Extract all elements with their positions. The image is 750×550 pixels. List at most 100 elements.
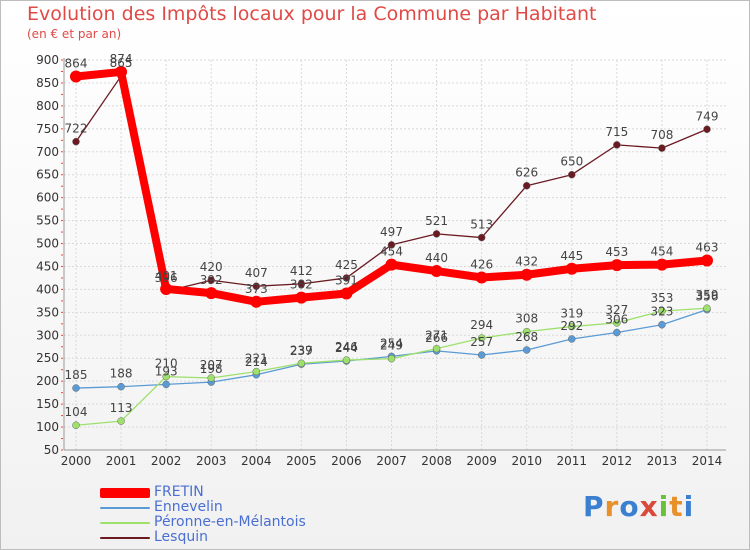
y-tick-label: 550 [36, 214, 59, 228]
x-tick-label: 2001 [106, 454, 137, 468]
x-tick-label: 2010 [511, 454, 542, 468]
data-label: 453 [605, 245, 628, 259]
data-label: 323 [650, 305, 673, 319]
y-tick-label: 50 [44, 443, 59, 457]
data-point [162, 380, 170, 389]
y-tick-label: 450 [36, 259, 59, 273]
data-label: 214 [245, 355, 268, 369]
data-label: 407 [245, 266, 268, 280]
data-point [522, 181, 531, 190]
data-label: 420 [200, 260, 223, 274]
data-label: 373 [245, 282, 268, 296]
data-point [613, 319, 621, 327]
data-point [655, 258, 668, 271]
data-label: 412 [290, 264, 313, 278]
data-label: 221 [245, 352, 268, 366]
legend-item-lesquin: Lesquin [100, 530, 306, 545]
data-label: 185 [65, 368, 88, 382]
data-label: 244 [335, 341, 358, 355]
logo-letter: o [619, 490, 640, 523]
x-tick-label: 2003 [196, 454, 227, 468]
data-point [701, 254, 713, 267]
data-point [72, 384, 80, 392]
data-point [522, 327, 531, 336]
data-point [162, 372, 170, 381]
data-label: 327 [605, 303, 628, 317]
x-tick-label: 2011 [557, 454, 588, 468]
data-point [658, 144, 666, 152]
y-tick-label: 400 [36, 282, 59, 296]
data-label: 715 [605, 125, 628, 139]
data-label: 207 [200, 358, 223, 372]
y-tick-label: 350 [36, 305, 59, 319]
data-label: 356 [696, 290, 719, 304]
data-point [387, 354, 396, 363]
x-tick-label: 2000 [61, 454, 92, 468]
data-point [568, 170, 576, 179]
data-point [430, 265, 443, 278]
data-point [160, 282, 173, 295]
data-point [115, 65, 128, 78]
proxiti-logo: Proxiti [583, 490, 694, 523]
data-point [297, 280, 306, 288]
legend-item-fretin: FRETIN [100, 485, 306, 500]
y-tick-label: 750 [36, 122, 59, 136]
data-point [432, 230, 441, 238]
data-label: 722 [65, 122, 88, 136]
data-label: 749 [696, 109, 719, 123]
data-point [297, 359, 306, 368]
data-label: 382 [290, 278, 313, 292]
logo-letter: i [658, 490, 670, 523]
data-point [613, 328, 621, 337]
data-label: 193 [155, 364, 178, 378]
series-layer [70, 65, 713, 429]
data-label: 239 [290, 343, 313, 357]
legend-item-ennevelin: Ennevelin [100, 500, 306, 515]
data-label: 319 [560, 307, 583, 321]
data-label: 210 [155, 357, 178, 371]
data-label: 454 [380, 245, 403, 259]
data-label: 425 [335, 258, 358, 272]
data-label: 396 [155, 271, 178, 285]
data-point [250, 295, 263, 308]
data-point [72, 421, 80, 429]
data-label: 254 [380, 336, 403, 350]
data-label: 292 [560, 319, 583, 333]
data-label: 306 [605, 313, 628, 327]
data-label: 188 [110, 367, 133, 381]
data-point [117, 417, 125, 425]
logo-letter: i [683, 490, 695, 523]
y-tick-label: 900 [36, 53, 59, 67]
legend-swatch [100, 536, 150, 539]
data-label: 454 [650, 245, 673, 259]
data-label: 463 [696, 241, 719, 255]
data-point [342, 356, 351, 364]
data-point [613, 141, 621, 149]
data-point [568, 335, 576, 343]
data-label: 650 [560, 155, 583, 169]
series-fretin [70, 65, 713, 308]
data-point [432, 344, 441, 353]
data-label: 426 [470, 257, 493, 271]
data-label: 294 [470, 318, 493, 332]
x-tick-label: 2014 [692, 454, 723, 468]
data-label: 246 [335, 340, 358, 354]
chart-subtitle: (en € et par an) [27, 27, 122, 41]
x-tick-label: 2005 [286, 454, 317, 468]
axes: 50 100 150 200 250 300 350 400 450 500 550 600 650 70… [36, 53, 726, 468]
y-tick-label: 800 [36, 99, 59, 113]
data-point [703, 125, 711, 134]
y-tick-label: 700 [36, 145, 59, 159]
y-tick-label: 650 [36, 168, 59, 182]
data-label: 237 [290, 344, 313, 358]
data-label: 198 [200, 362, 223, 376]
data-point [520, 268, 533, 281]
x-tick-label: 2009 [466, 454, 497, 468]
y-tick-label: 200 [36, 374, 59, 388]
legend-swatch [100, 506, 150, 509]
data-point [477, 351, 486, 359]
data-point [387, 241, 396, 249]
data-point [340, 287, 353, 300]
x-tick-label: 2012 [602, 454, 633, 468]
